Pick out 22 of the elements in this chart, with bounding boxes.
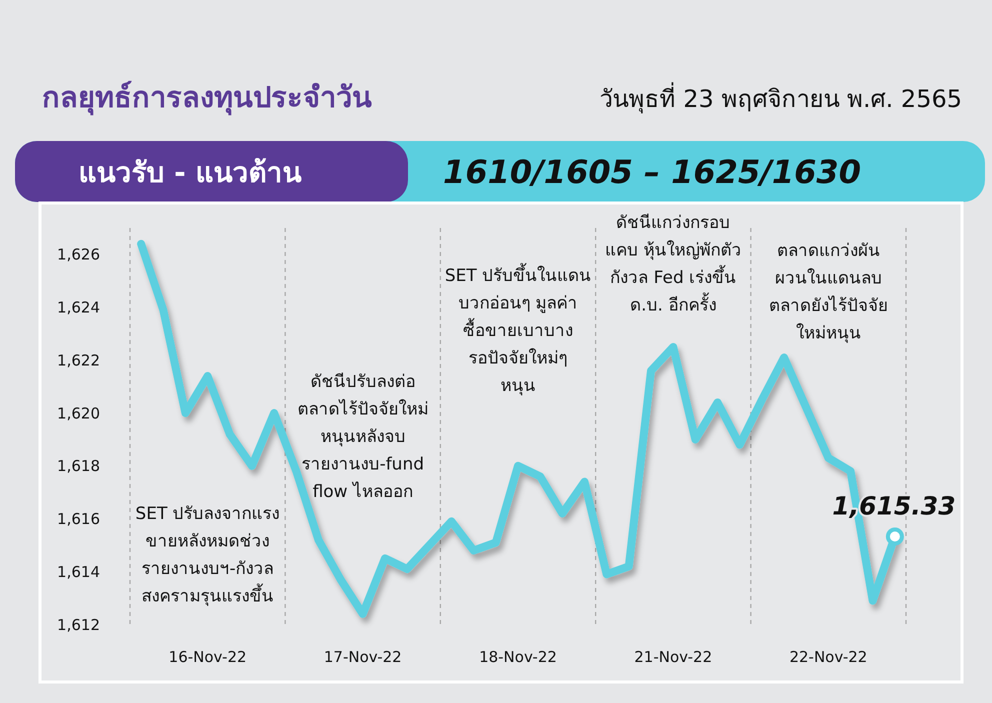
- annotation: ตลาดแกว่งผัน ผวนในแดนลบ ตลาดยังไร้ปัจจัย ใหม่หนุน: [768, 241, 888, 344]
- annotation: ดัชนีปรับลงต่อ ตลาดไร้ปัจจัยใหม่ หนุนหลังจบ รายงานงบ-fund flow ไหลออก: [297, 372, 428, 502]
- annotation: ดัชนีแกว่งกรอบ แคบ หุ้นใหญ่พักตัว กังวล Fed เร่งขึ้น ด.บ. อีกครั้ง: [604, 213, 742, 316]
- x-tick-label: 17-Nov-22: [324, 648, 402, 666]
- text: 1610/1605 – 1625/1630: [443, 153, 861, 191]
- annotation: SET ปรับขึ้นในแดน บวกอ่อนๆ มูลค่า ซื้อขายเบาบาง รอปัจจัยใหม่ๆ หนุน: [444, 263, 592, 396]
- chart-title: กลยุทธ์การลงทุนประจำวัน: [42, 80, 372, 115]
- y-tick-label: 1,618: [57, 457, 100, 476]
- annotation: SET ปรับลงจากแรง ขายหลังหมดช่วง รายงานงบฯ-กังวล สงครามรุนแรงขึ้น: [135, 504, 280, 606]
- x-tick-label: 16-Nov-22: [168, 648, 247, 666]
- y-tick-label: 1,614: [57, 562, 100, 581]
- x-tick-label: 18-Nov-22: [479, 648, 557, 666]
- chart-subtitle: วันพุธที่ 23 พฤศจิกายน พ.ศ. 2565: [600, 82, 962, 114]
- y-tick-label: 1,612: [57, 616, 100, 634]
- x-tick-label: 22-Nov-22: [789, 648, 868, 666]
- y-tick-label: 1,626: [57, 246, 100, 264]
- y-tick-label: 1,624: [57, 298, 100, 317]
- y-tick-label: 1,622: [57, 351, 100, 370]
- y-tick-label: 1,616: [57, 510, 100, 528]
- x-tick-label: 21-Nov-22: [634, 648, 712, 666]
- text: แนวรับ - แนวต้าน: [78, 156, 302, 189]
- y-tick-label: 1,620: [57, 404, 100, 422]
